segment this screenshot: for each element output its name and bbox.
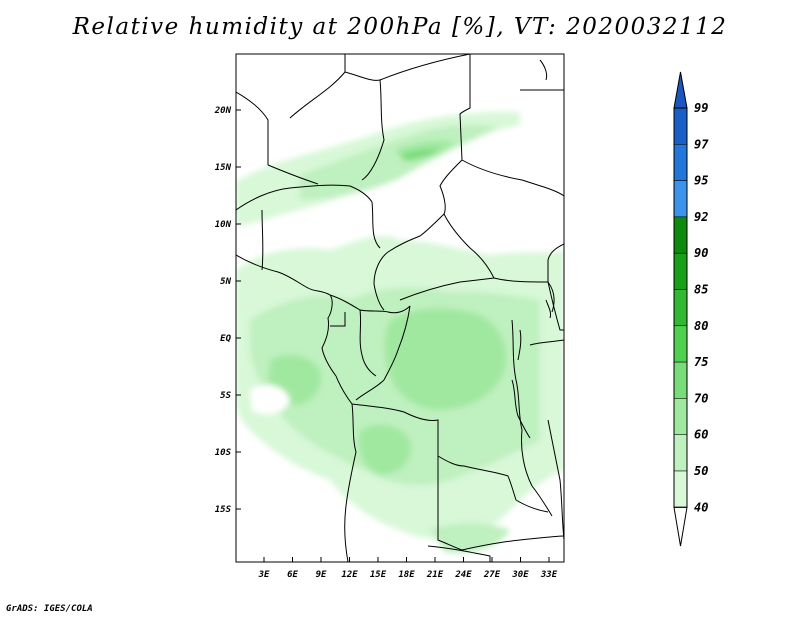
lon-label: 15E bbox=[370, 570, 387, 580]
lon-label: 9E bbox=[316, 570, 327, 580]
lat-label: 5N bbox=[220, 277, 231, 287]
colorbar-label: 95 bbox=[694, 174, 708, 188]
footer-credit: GrADS: IGES/COLA bbox=[6, 604, 93, 614]
longitude-axis: 3E 6E 9E 12E 15E 18E 21E 24E 27E 30E 33E bbox=[258, 557, 558, 580]
colorbar-segment bbox=[673, 289, 688, 327]
lat-label: 10N bbox=[215, 220, 232, 230]
lon-label: 18E bbox=[398, 570, 415, 580]
lon-label: 21E bbox=[426, 570, 444, 580]
lat-label: EQ bbox=[220, 334, 231, 344]
colorbar-segment bbox=[673, 398, 688, 435]
map-title: Relative humidity at 200hPa [%], VT: 202… bbox=[72, 14, 728, 40]
lon-label: 3E bbox=[258, 570, 270, 580]
colorbar-bottom-arrow bbox=[673, 506, 688, 547]
colorbar-label: 90 bbox=[694, 246, 708, 260]
colorbar-label: 50 bbox=[694, 464, 708, 478]
colorbar-segment bbox=[673, 180, 688, 218]
colorbar-label: 97 bbox=[694, 137, 709, 151]
humidity-field bbox=[236, 54, 564, 562]
map-frame bbox=[235, 53, 565, 563]
colorbar-segment bbox=[673, 434, 688, 472]
colorbar-segment bbox=[673, 107, 688, 145]
lon-label: 27E bbox=[483, 570, 501, 580]
lat-label: 10S bbox=[215, 448, 232, 458]
colorbar-segment bbox=[673, 216, 688, 254]
colorbar: 99 97 95 92 90 85 80 75 70 60 50 40 bbox=[673, 71, 709, 547]
colorbar-frame bbox=[673, 107, 688, 508]
colorbar-segment bbox=[673, 252, 688, 290]
lon-label: 6E bbox=[287, 570, 298, 580]
colorbar-top-arrow bbox=[673, 71, 688, 109]
lat-label: 15N bbox=[215, 163, 232, 173]
colorbar-label: 92 bbox=[694, 210, 708, 224]
colorbar-label: 80 bbox=[694, 319, 708, 333]
latitude-axis: 20N 15N 10N 5N EQ 5S 10S 15S bbox=[214, 106, 241, 515]
lon-label: 12E bbox=[341, 570, 358, 580]
colorbar-segment bbox=[673, 470, 688, 508]
colorbar-segment bbox=[673, 325, 688, 363]
lat-label: 15S bbox=[215, 505, 232, 515]
lon-label: 24E bbox=[454, 570, 472, 580]
lat-label: 5S bbox=[220, 391, 231, 401]
colorbar-label: 85 bbox=[694, 283, 708, 297]
colorbar-segment bbox=[673, 144, 688, 181]
colorbar-label: 40 bbox=[694, 500, 708, 514]
lat-label: 20N bbox=[214, 106, 232, 116]
colorbar-label: 70 bbox=[694, 391, 708, 405]
lon-label: 30E bbox=[511, 570, 529, 580]
colorbar-label: 99 bbox=[694, 101, 708, 115]
colorbar-segment bbox=[673, 361, 688, 399]
lon-label: 33E bbox=[540, 570, 558, 580]
colorbar-label: 60 bbox=[694, 428, 708, 442]
colorbar-label: 75 bbox=[694, 355, 708, 369]
country-borders bbox=[236, 54, 564, 562]
